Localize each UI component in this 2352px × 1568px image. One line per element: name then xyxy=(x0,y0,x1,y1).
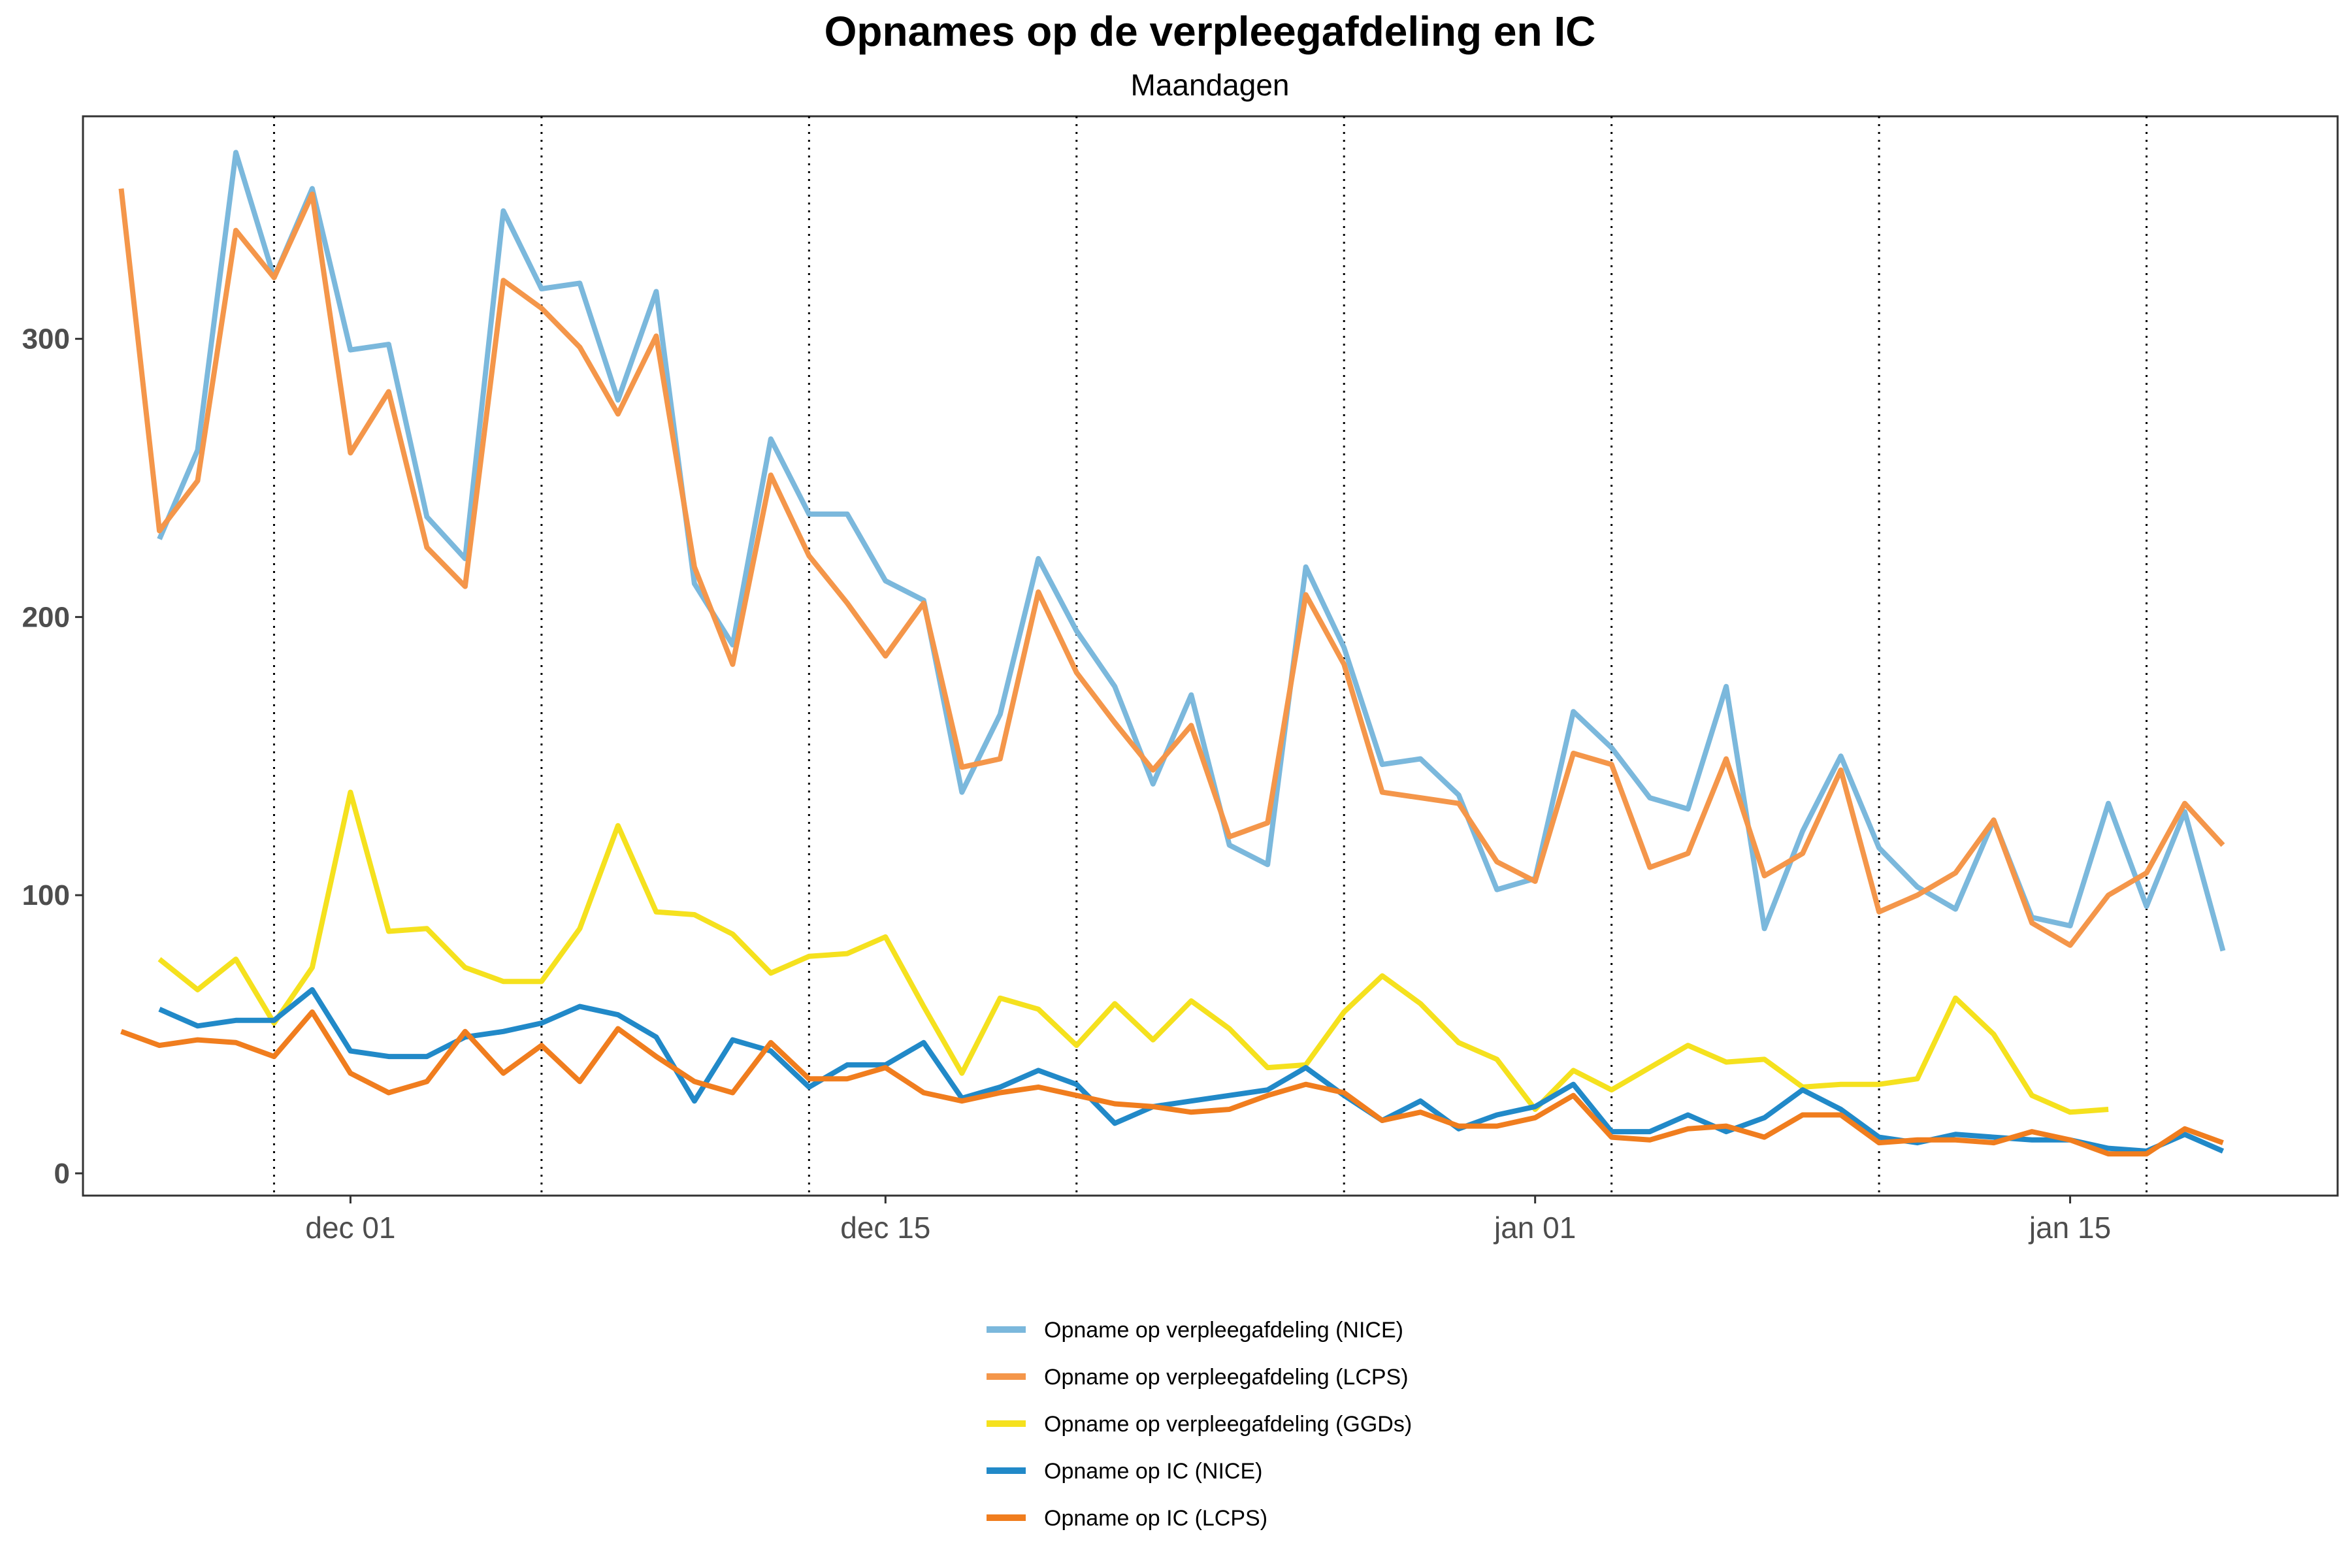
series-line xyxy=(157,150,2226,952)
legend-label: Opname op verpleegafdeling (GGDs) xyxy=(1044,1412,1412,1437)
y-tick-label: 0 xyxy=(54,1158,70,1190)
plot-panel xyxy=(82,115,2339,1197)
chart-title: Opnames op de verpleegafdeling en IC xyxy=(825,8,1596,55)
y-tick-label: 200 xyxy=(22,601,70,633)
series-line xyxy=(158,987,2225,1154)
y-tick-label: 300 xyxy=(22,323,70,355)
y-tick-label: 100 xyxy=(22,879,70,911)
x-tick-label: dec 01 xyxy=(305,1211,395,1245)
series-line xyxy=(120,1009,2224,1157)
chart-subtitle: Maandagen xyxy=(1131,68,1290,102)
series-0 xyxy=(157,150,2226,952)
series-1 xyxy=(118,188,2225,948)
series-4 xyxy=(120,1009,2224,1157)
series-3 xyxy=(158,987,2225,1154)
legend: Opname op verpleegafdeling (NICE) Opname … xyxy=(987,1318,1412,1531)
legend-label: Opname op verpleegafdeling (NICE) xyxy=(1044,1318,1403,1343)
series-2 xyxy=(157,789,2109,1115)
x-tick-label: jan 15 xyxy=(2028,1211,2111,1245)
series-lines xyxy=(118,150,2226,1157)
x-tick-label: dec 15 xyxy=(840,1211,930,1245)
legend-label: Opname op verpleegafdeling (LCPS) xyxy=(1044,1365,1409,1390)
series-line xyxy=(118,188,2225,948)
x-tick-label: jan 01 xyxy=(1493,1211,1576,1245)
legend-label: Opname op IC (NICE) xyxy=(1044,1459,1262,1484)
series-line xyxy=(157,789,2109,1115)
axes: 0 100 200 300 dec 01 dec 15 jan 01 jan 15 xyxy=(22,323,2112,1245)
legend-label: Opname op IC (LCPS) xyxy=(1044,1506,1267,1531)
